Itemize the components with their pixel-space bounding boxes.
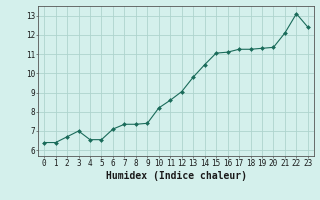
X-axis label: Humidex (Indice chaleur): Humidex (Indice chaleur) (106, 171, 246, 181)
